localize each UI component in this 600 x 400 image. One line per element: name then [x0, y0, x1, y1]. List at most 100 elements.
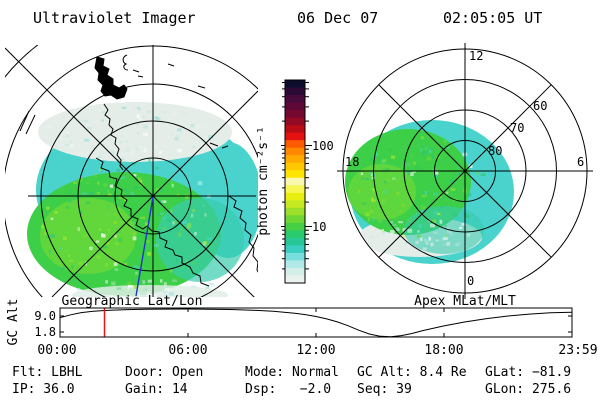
texture-speckle: [64, 143, 69, 146]
texture-speckle: [78, 261, 83, 265]
texture-speckle: [445, 233, 448, 238]
texture-speckle: [114, 213, 117, 216]
texture-speckle: [133, 174, 137, 177]
texture-speckle: [141, 293, 147, 297]
texture-speckle: [422, 247, 427, 251]
texture-speckle: [143, 287, 148, 291]
colorbar-band: [285, 245, 305, 254]
texture-speckle: [371, 197, 374, 202]
texture-speckle: [430, 223, 435, 228]
texture-speckle: [369, 157, 373, 162]
texture-speckle: [374, 228, 377, 231]
texture-speckle: [440, 238, 445, 241]
texture-speckle: [48, 126, 53, 129]
texture-speckle: [200, 143, 203, 146]
texture-speckle: [68, 200, 73, 203]
texture-speckle: [89, 192, 94, 195]
texture-speckle: [159, 201, 164, 205]
time-plot-ticks: [60, 308, 572, 337]
texture-speckle: [69, 139, 72, 144]
texture-speckle: [467, 233, 471, 237]
colorbar-band: [285, 207, 305, 216]
coastline-overlay: [19, 54, 258, 287]
texture-speckle: [86, 182, 90, 185]
texture-speckle: [453, 213, 458, 218]
texture-speckle: [46, 206, 50, 210]
texture-speckle: [369, 235, 375, 239]
texture-speckle: [146, 240, 150, 243]
y-tick-label-bottom: 1.8: [34, 325, 56, 339]
texture-speckle: [90, 200, 94, 205]
texture-speckle: [107, 117, 110, 122]
x-tick-label: 00:00: [37, 343, 76, 358]
x-tick-label: 12:00: [296, 343, 335, 358]
texture-speckle: [194, 232, 197, 236]
texture-speckle: [153, 267, 158, 271]
texture-speckle: [385, 168, 390, 172]
antarctic-peninsula: [103, 103, 124, 171]
texture-speckle: [463, 185, 466, 189]
texture-speckle: [159, 151, 163, 154]
texture-speckle: [443, 237, 448, 241]
mlt-spoke-diagonal: [378, 84, 552, 258]
texture-speckle: [400, 203, 406, 207]
texture-speckle: [99, 231, 105, 234]
texture-speckle: [175, 259, 178, 263]
texture-speckle: [84, 138, 90, 142]
colorbar-bands: [281, 79, 312, 284]
colorbar-tick-label-10: 10: [312, 220, 326, 234]
texture-speckle: [190, 213, 194, 218]
texture-speckle: [204, 213, 207, 217]
texture-speckle: [191, 209, 196, 213]
colorbar-tick-label-100: 100: [312, 139, 334, 153]
texture-speckle: [137, 145, 141, 148]
texture-speckle: [420, 237, 423, 242]
texture-speckle: [430, 242, 434, 247]
texture-speckle: [163, 290, 167, 294]
texture-speckle: [78, 177, 83, 182]
colorbar-panel: 100 10 photon cm⁻²s⁻¹: [256, 79, 334, 284]
texture-speckle: [169, 133, 174, 136]
texture-speckle: [77, 227, 80, 232]
texture-speckle: [172, 221, 175, 225]
texture-speckle: [124, 140, 129, 143]
texture-speckle: [136, 114, 140, 118]
right-panel-title: Apex MLat/MLT: [414, 294, 516, 309]
antarctic-coastline: [95, 157, 210, 287]
texture-speckle: [108, 193, 112, 196]
uv-emission-blob-geographic: [27, 102, 258, 297]
texture-speckle: [407, 164, 412, 167]
texture-speckle: [468, 228, 473, 231]
texture-speckle: [148, 159, 151, 163]
texture-speckle: [173, 113, 178, 116]
texture-speckle: [132, 185, 138, 190]
texture-speckle: [362, 202, 367, 205]
texture-speckle: [161, 216, 166, 221]
left-panel-title: Geographic Lat/Lon: [62, 294, 203, 309]
texture-speckle: [446, 241, 450, 246]
status-ip: IP: 36.0: [12, 382, 75, 397]
texture-speckle: [155, 117, 161, 121]
texture-speckle: [434, 192, 439, 196]
x-tick-label: 23:59: [558, 343, 597, 358]
texture-speckle: [76, 288, 80, 291]
colorbar-band: [285, 230, 305, 239]
texture-speckle: [192, 145, 196, 149]
texture-speckle: [124, 262, 128, 267]
texture-speckle: [404, 171, 409, 175]
texture-speckle: [137, 132, 140, 135]
texture-speckle: [100, 169, 103, 173]
texture-speckle: [96, 240, 100, 243]
colorbar-band: [285, 95, 305, 104]
texture-speckle: [440, 205, 445, 209]
texture-speckle: [412, 191, 415, 195]
texture-speckle: [132, 236, 137, 241]
texture-speckle: [361, 176, 364, 180]
texture-speckle: [136, 273, 140, 278]
texture-speckle: [143, 125, 148, 129]
colorbar-band: [285, 200, 305, 209]
texture-speckle: [160, 279, 163, 283]
colorbar-band: [285, 140, 305, 149]
texture-speckle: [136, 122, 139, 126]
